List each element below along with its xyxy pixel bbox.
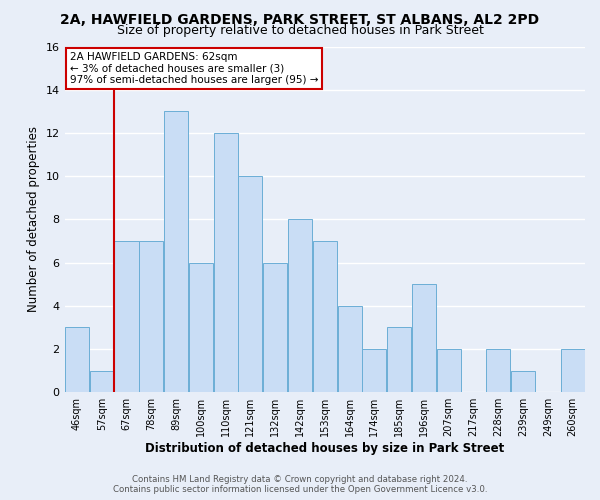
- Bar: [511, 370, 535, 392]
- Bar: [560, 349, 584, 392]
- Bar: [189, 262, 213, 392]
- Text: 2A, HAWFIELD GARDENS, PARK STREET, ST ALBANS, AL2 2PD: 2A, HAWFIELD GARDENS, PARK STREET, ST AL…: [61, 12, 539, 26]
- Bar: [362, 349, 386, 392]
- Bar: [164, 112, 188, 392]
- Bar: [65, 328, 89, 392]
- Bar: [486, 349, 510, 392]
- Bar: [89, 370, 114, 392]
- Text: Size of property relative to detached houses in Park Street: Size of property relative to detached ho…: [116, 24, 484, 37]
- Bar: [263, 262, 287, 392]
- Text: 2A HAWFIELD GARDENS: 62sqm
← 3% of detached houses are smaller (3)
97% of semi-d: 2A HAWFIELD GARDENS: 62sqm ← 3% of detac…: [70, 52, 318, 85]
- Bar: [437, 349, 461, 392]
- Bar: [387, 328, 411, 392]
- Bar: [139, 241, 163, 392]
- Bar: [412, 284, 436, 392]
- Bar: [338, 306, 362, 392]
- Bar: [288, 220, 312, 392]
- Bar: [214, 133, 238, 392]
- X-axis label: Distribution of detached houses by size in Park Street: Distribution of detached houses by size …: [145, 442, 505, 455]
- Bar: [115, 241, 139, 392]
- Y-axis label: Number of detached properties: Number of detached properties: [27, 126, 40, 312]
- Bar: [313, 241, 337, 392]
- Bar: [238, 176, 262, 392]
- Text: Contains HM Land Registry data © Crown copyright and database right 2024.
Contai: Contains HM Land Registry data © Crown c…: [113, 474, 487, 494]
